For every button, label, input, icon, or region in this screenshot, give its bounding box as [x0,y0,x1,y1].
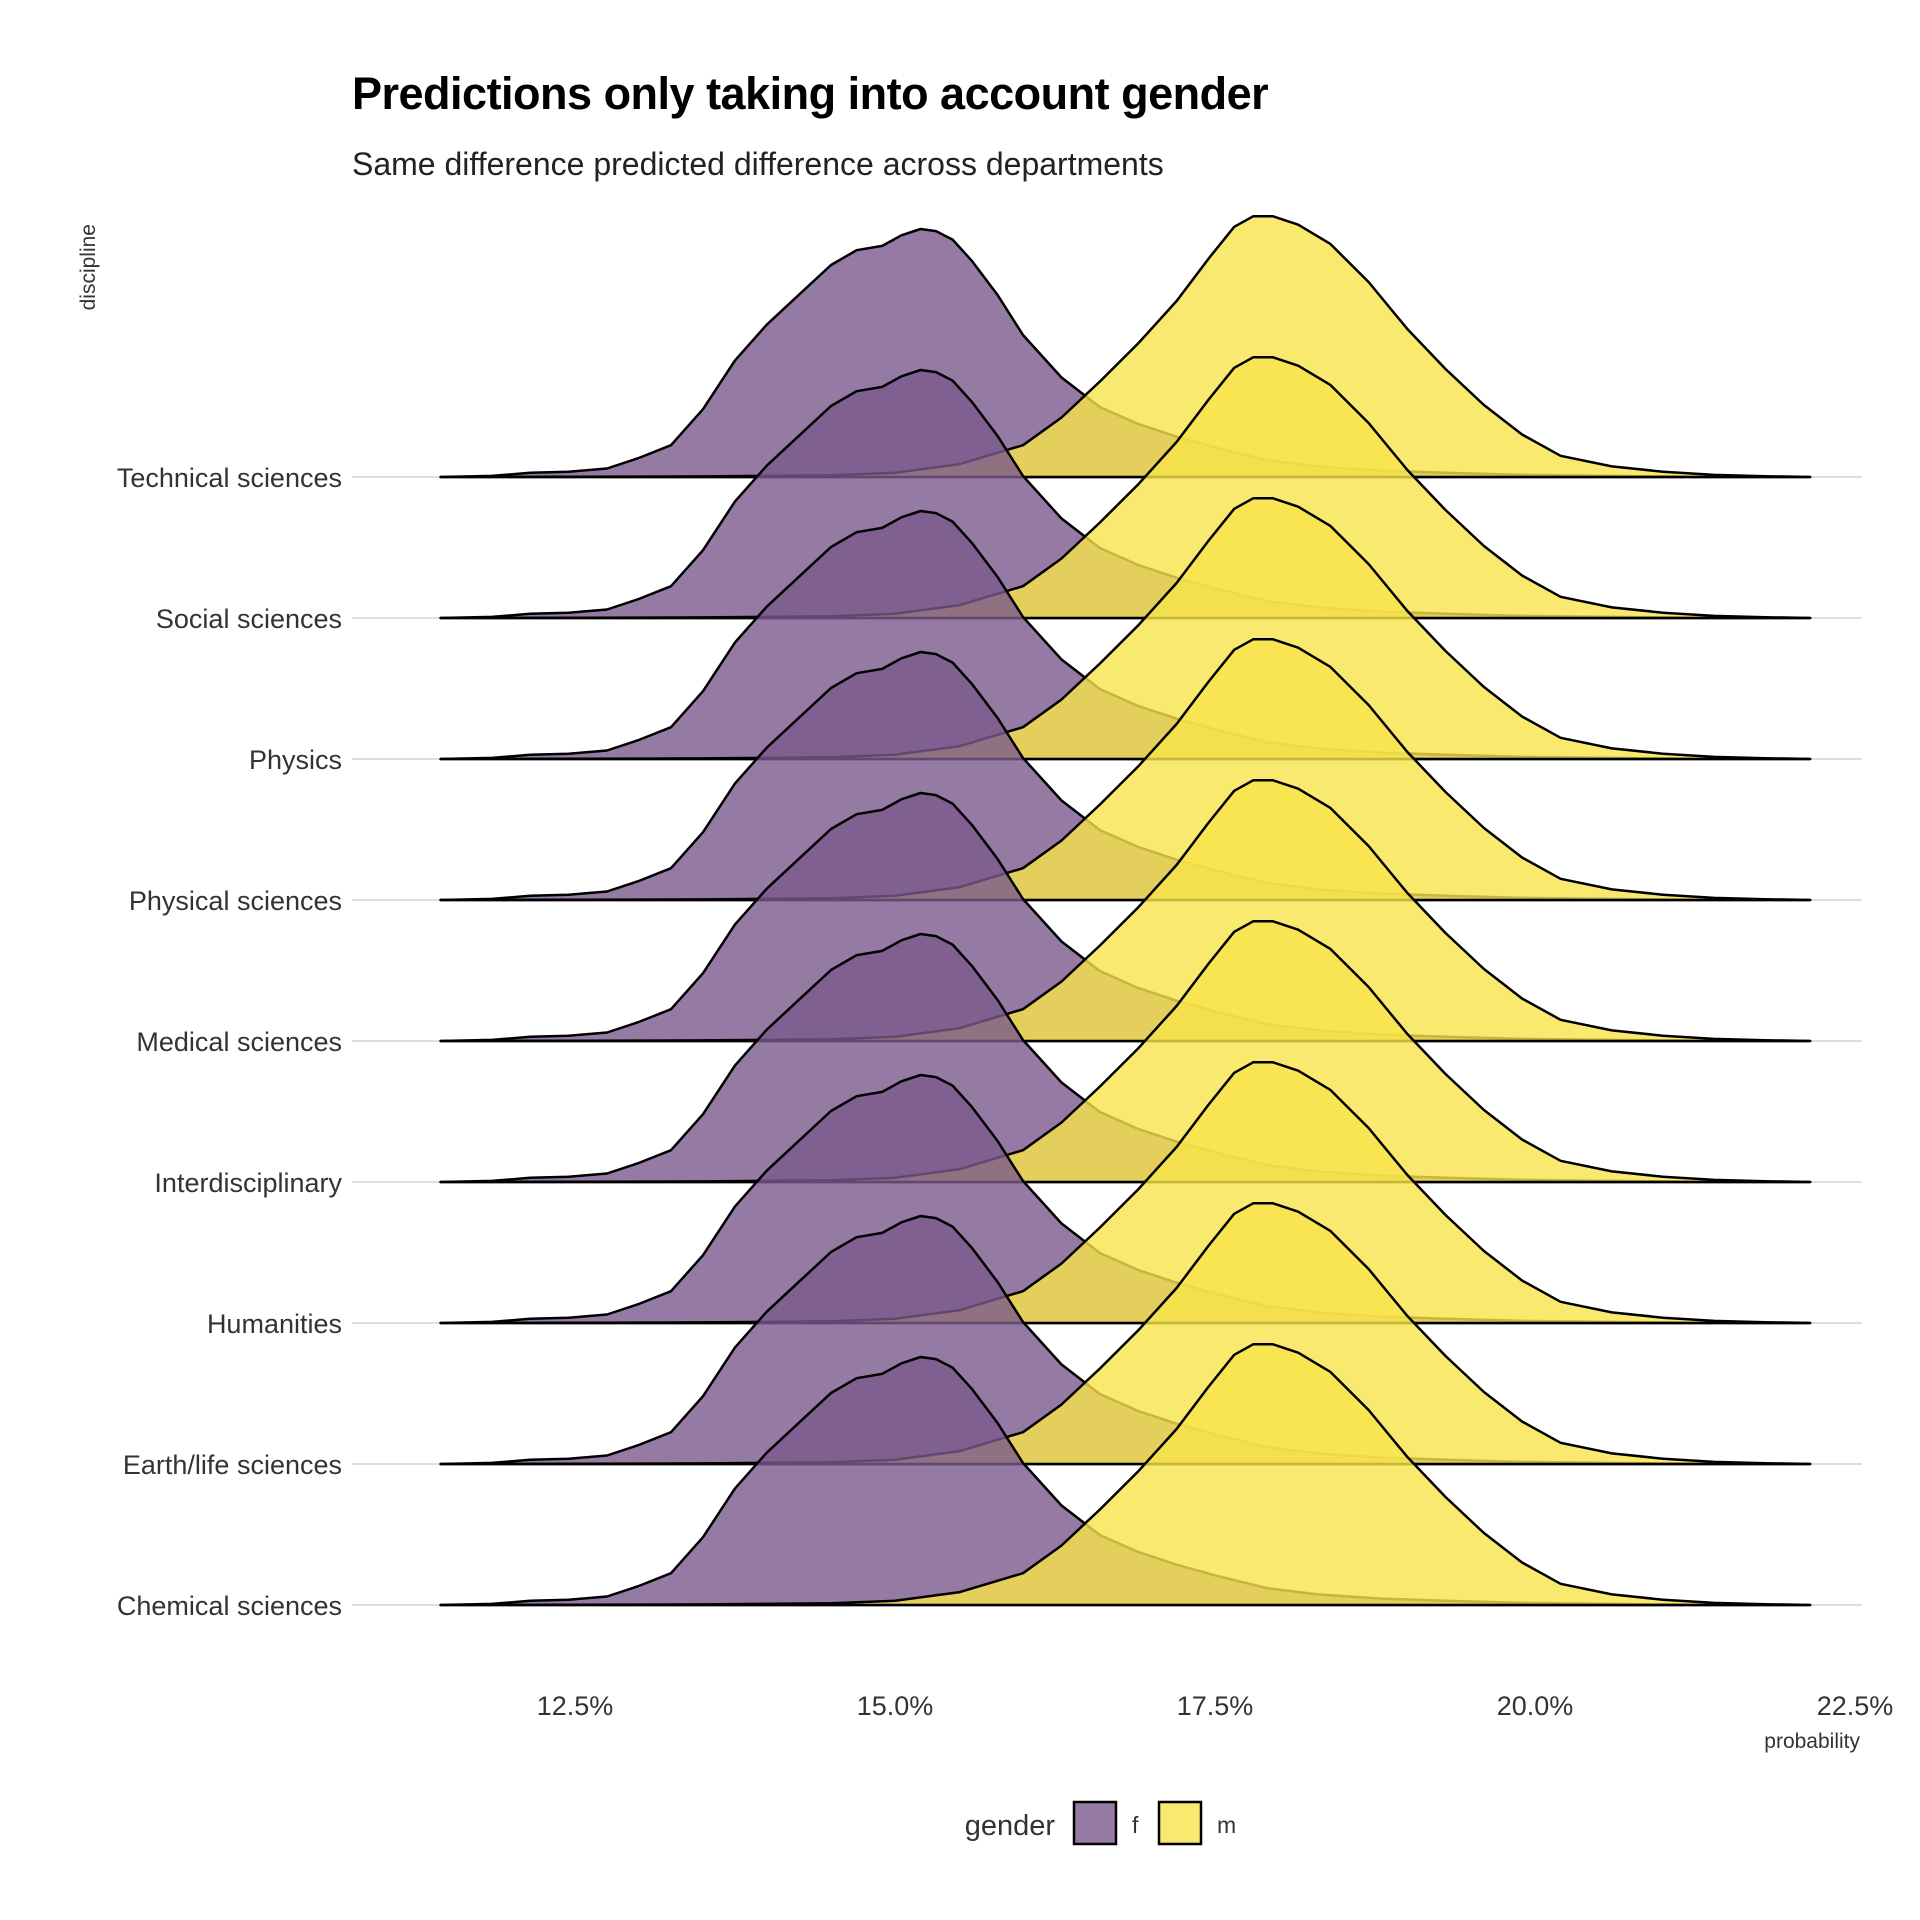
ridge-row [439,1342,1812,1607]
y-tick-label: Interdisciplinary [154,1168,342,1198]
y-tick-label: Technical sciences [117,463,342,493]
y-tick-label: Chemical sciences [117,1591,342,1621]
y-axis-title: discipline [77,224,100,310]
x-axis-title: probability [1764,1730,1860,1753]
legend-label-m: m [1217,1812,1236,1838]
legend-label-f: f [1132,1812,1139,1838]
chart-title: Predictions only taking into account gen… [352,68,1269,119]
legend-title: gender [965,1810,1056,1842]
y-tick-label: Physical sciences [129,886,342,916]
chart-subtitle: Same difference predicted difference acr… [352,146,1164,182]
x-tick-label: 22.5% [1817,1691,1894,1721]
y-tick-label: Humanities [207,1309,342,1339]
ridge-row [439,214,1812,479]
legend-swatch-f [1072,1800,1118,1846]
density-ridge-m [439,1342,1812,1607]
legend: gender f m [965,1800,1236,1846]
x-tick-label: 15.0% [857,1691,934,1721]
y-tick-label: Earth/life sciences [123,1450,342,1480]
x-tick-label: 17.5% [1177,1691,1254,1721]
x-tick-label: 12.5% [537,1691,614,1721]
density-ridge-m [439,214,1812,479]
legend-swatch-m [1157,1800,1203,1846]
ridges [439,214,1812,1607]
x-tick-label: 20.0% [1497,1691,1574,1721]
y-tick-label: Physics [249,745,342,775]
y-tick-label: Social sciences [156,604,342,634]
y-tick-label: Medical sciences [136,1027,342,1057]
